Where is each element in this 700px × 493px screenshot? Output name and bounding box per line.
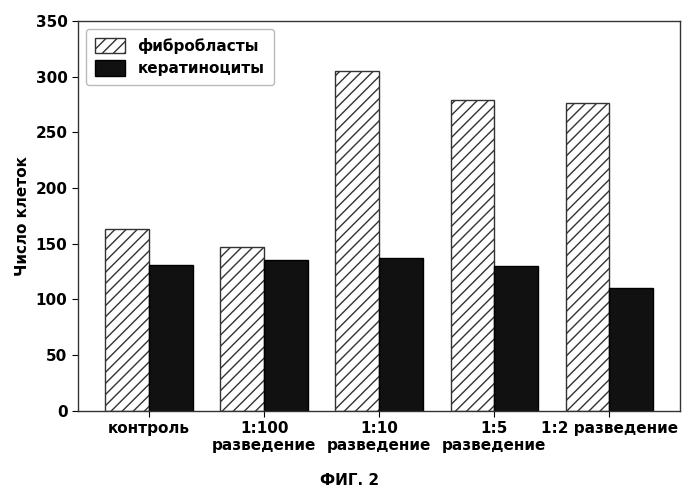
Bar bbox=[220, 247, 264, 411]
Bar bbox=[566, 104, 610, 411]
Text: ФИГ. 2: ФИГ. 2 bbox=[321, 473, 379, 488]
Y-axis label: Число клеток: Число клеток bbox=[15, 156, 30, 276]
Bar bbox=[379, 258, 423, 411]
Bar bbox=[149, 265, 192, 411]
Bar bbox=[610, 288, 653, 411]
Bar bbox=[494, 266, 538, 411]
Bar bbox=[335, 71, 379, 411]
Bar bbox=[106, 229, 149, 411]
Bar bbox=[451, 100, 494, 411]
Legend: фибробласты, кератиноциты: фибробласты, кератиноциты bbox=[85, 29, 274, 85]
Bar bbox=[264, 260, 308, 411]
